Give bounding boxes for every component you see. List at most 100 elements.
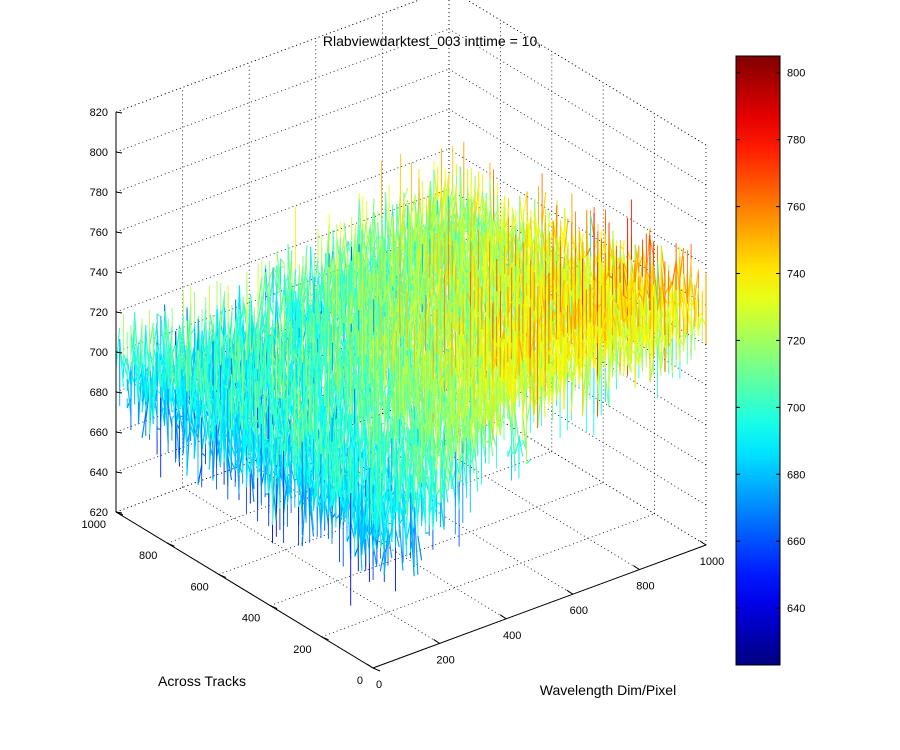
surface-segment <box>193 380 199 410</box>
surface-segment <box>231 388 236 404</box>
surface-segment <box>130 353 136 367</box>
surface-segment <box>320 355 326 368</box>
surface-segment <box>302 245 308 323</box>
surface-segment <box>242 337 248 351</box>
surface-segment <box>463 198 469 221</box>
surface-segment <box>433 169 439 203</box>
surface-segment <box>204 380 210 417</box>
surface-segment <box>230 378 236 440</box>
surface-segment <box>246 362 251 389</box>
surface-segment <box>220 300 225 323</box>
surface-segment <box>418 273 423 278</box>
surface-segment <box>321 327 326 332</box>
surface-segment <box>351 306 356 310</box>
surface-segment <box>425 251 431 259</box>
surface-segment <box>388 279 394 295</box>
surface-segment <box>208 391 214 448</box>
surface-segment <box>171 384 177 425</box>
surface-segment <box>279 286 285 319</box>
surface-segment <box>208 399 214 470</box>
surface-segment <box>197 464 203 485</box>
surface-segment <box>463 207 469 238</box>
surface-segment <box>164 304 169 347</box>
surface-segment <box>182 368 188 434</box>
surface-segment <box>302 293 308 306</box>
surface-segment <box>470 230 476 241</box>
surface-segment <box>145 330 151 379</box>
surface-segment <box>313 364 319 385</box>
surface-segment <box>410 195 416 215</box>
surface-segment <box>302 286 308 298</box>
surface-segment <box>421 233 427 282</box>
surface-segment <box>137 374 143 395</box>
surface-segment <box>350 269 356 308</box>
surface-segment <box>407 206 412 270</box>
surface-segment <box>261 309 267 329</box>
surface-segment <box>234 385 240 399</box>
surface-segment <box>268 301 274 316</box>
surface-segment <box>171 370 177 382</box>
surface-segment <box>313 334 319 356</box>
surface-segment <box>234 338 240 369</box>
surface-segment <box>190 345 196 363</box>
surface-segment <box>339 302 345 345</box>
surface-segment <box>369 257 375 309</box>
surface-segment <box>190 328 195 335</box>
surface-segment <box>208 345 214 383</box>
surface-segment <box>160 372 166 388</box>
surface-segment <box>328 253 334 278</box>
surface-segment <box>287 250 293 321</box>
surface-segment <box>145 377 151 403</box>
surface-segment <box>294 362 300 401</box>
surface-segment <box>141 378 147 405</box>
surface-segment <box>474 193 480 212</box>
surface-segment <box>399 238 405 255</box>
sidewall-gridline-z <box>448 28 707 186</box>
surface-segment <box>242 375 248 384</box>
surface-segment <box>452 191 457 203</box>
surface-segment <box>257 277 263 307</box>
surface-segment <box>224 341 229 344</box>
surface-segment <box>437 190 442 198</box>
surface-segment <box>347 319 352 336</box>
surface-segment <box>137 323 143 381</box>
surface-segment <box>302 310 308 317</box>
surface-segment <box>344 267 348 270</box>
surface-segment <box>343 274 349 292</box>
surface-segment <box>231 357 236 376</box>
surface-segment <box>276 252 282 288</box>
surface-segment <box>160 386 166 407</box>
surface-segment <box>204 417 210 444</box>
surface-segment <box>182 364 188 377</box>
surface-segment <box>410 252 416 259</box>
surface-segment <box>362 230 368 270</box>
surface-segment <box>366 225 371 250</box>
surface-segment <box>407 241 412 278</box>
surface-segment <box>264 340 270 395</box>
surface-segment <box>320 349 326 356</box>
surface-segment <box>178 386 184 418</box>
surface-segment <box>280 265 285 268</box>
surface-segment <box>134 316 139 368</box>
surface-segment <box>216 424 221 461</box>
surface-segment <box>201 347 207 377</box>
surface-segment <box>208 368 214 391</box>
surface-segment <box>496 218 502 241</box>
surface-segment <box>294 353 300 363</box>
surface-segment <box>178 411 184 434</box>
surface-segment <box>163 369 169 425</box>
surface-segment <box>433 256 438 301</box>
surface-segment <box>392 229 397 294</box>
surface-segment <box>119 338 125 388</box>
surface-segment <box>164 353 169 358</box>
surface-segment <box>332 251 338 278</box>
surface-segment <box>152 344 158 416</box>
surface-segment <box>403 199 409 218</box>
backwall-gridline-z <box>115 68 450 193</box>
surface-segment <box>313 342 319 363</box>
surface-segment <box>463 224 468 228</box>
surface-segment <box>298 266 304 305</box>
surface-segment <box>197 339 203 401</box>
surface-segment <box>149 322 154 348</box>
